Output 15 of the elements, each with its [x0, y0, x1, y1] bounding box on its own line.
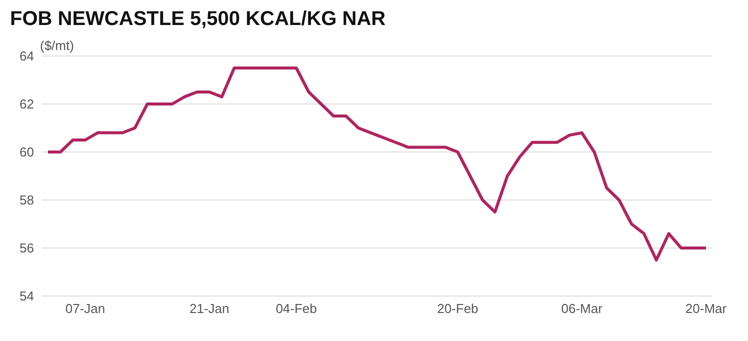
x-tick-label: 20-Mar — [685, 301, 728, 316]
x-tick-label: 21-Jan — [190, 301, 230, 316]
x-tick-label: 07-Jan — [65, 301, 106, 316]
chart-title: FOB NEWCASTLE 5,500 KCAL/KG NAR — [10, 8, 387, 32]
x-tick-label: 20-Feb — [437, 301, 478, 316]
y-tick-label: 62 — [20, 96, 34, 112]
y-tick-label: 60 — [20, 144, 34, 160]
y-axis-title: ($/mt) — [40, 38, 74, 53]
y-tick-label: 58 — [20, 192, 34, 208]
x-tick-label: 06-Mar — [561, 301, 604, 316]
line-series — [46, 66, 708, 262]
y-tick-label: 54 — [20, 288, 34, 304]
y-tick-label: 64 — [20, 48, 34, 64]
y-tick-label: 56 — [20, 240, 34, 256]
x-tick-label: 04-Feb — [276, 301, 317, 316]
